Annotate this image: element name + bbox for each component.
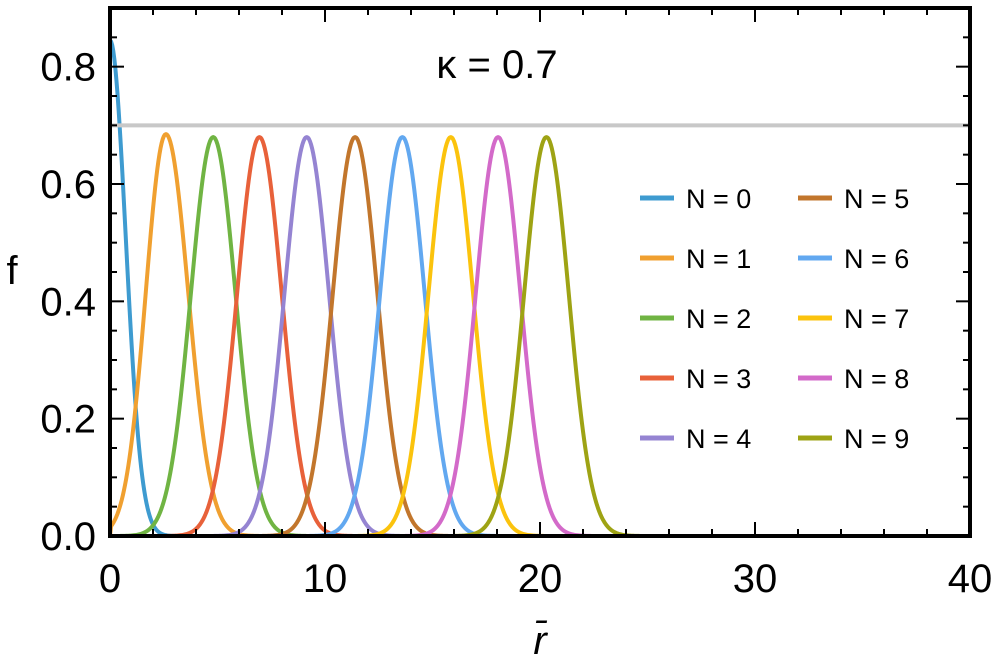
plot-frame	[108, 6, 972, 538]
legend-label: N = 1	[686, 244, 751, 274]
x-tick-label: 10	[303, 557, 348, 601]
y-tick-label: 0.6	[40, 163, 96, 207]
legend-label: N = 0	[686, 184, 751, 214]
legend-label: N = 4	[686, 424, 751, 454]
legend-label: N = 8	[844, 364, 909, 394]
curves	[108, 38, 971, 538]
legend-label: N = 6	[844, 244, 909, 274]
y-tick-label: 0.0	[40, 515, 96, 559]
x-tick-label: 40	[948, 557, 993, 601]
y-axis-label: f	[6, 249, 18, 293]
legend-label: N = 5	[844, 184, 909, 214]
y-tick-label: 0.4	[40, 280, 96, 324]
x-tick-label: 0	[99, 557, 121, 601]
legend-label: N = 3	[686, 364, 751, 394]
y-tick-labels: 0.0 0.2 0.4 0.6 0.8	[40, 46, 96, 559]
kappa-annotation: κ = 0.7	[436, 43, 557, 87]
legend: N = 0 N = 1 N = 2 N = 3 N = 4 N = 5 N = 6 N = 7…	[640, 184, 909, 454]
x-axis-label: r̄	[533, 619, 548, 663]
x-tick-label: 20	[518, 557, 563, 601]
legend-label: N = 2	[686, 304, 751, 334]
y-tick-label: 0.2	[40, 398, 96, 442]
legend-label: N = 9	[844, 424, 909, 454]
x-tick-label: 30	[733, 557, 778, 601]
x-tick-labels: 0 10 20 30 40	[99, 557, 992, 601]
legend-label: N = 7	[844, 304, 909, 334]
y-tick-label: 0.8	[40, 46, 96, 90]
